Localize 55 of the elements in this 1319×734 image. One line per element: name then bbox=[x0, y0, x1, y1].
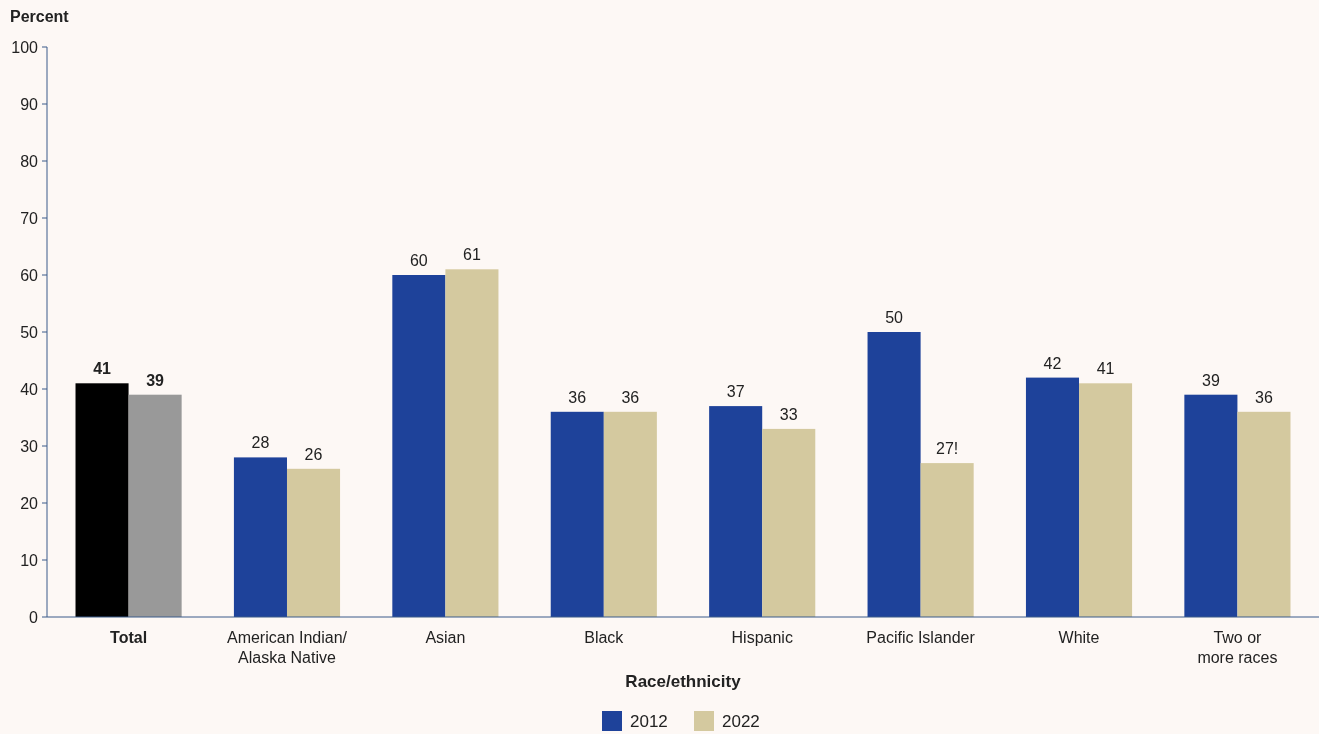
x-tick-label: White bbox=[1058, 629, 1100, 646]
bar bbox=[920, 463, 974, 617]
y-tick-label: 10 bbox=[20, 551, 39, 569]
y-tick-label: 100 bbox=[11, 38, 39, 56]
x-tick-label: American Indian/ Alaska Native bbox=[226, 629, 348, 666]
data-label: 60 bbox=[409, 252, 428, 269]
y-tick-label: 70 bbox=[20, 209, 39, 227]
data-label: 27! bbox=[936, 440, 959, 458]
legend-label: 2012 bbox=[630, 711, 668, 731]
bar bbox=[445, 269, 499, 617]
bar bbox=[392, 275, 446, 617]
y-tick-label: 80 bbox=[20, 152, 39, 170]
bar bbox=[1184, 394, 1238, 617]
bar bbox=[603, 411, 657, 617]
x-tick-label: Two or more races bbox=[1197, 629, 1278, 666]
bar bbox=[75, 383, 129, 617]
data-label: 33 bbox=[779, 405, 798, 423]
y-tick-label: 40 bbox=[20, 380, 39, 398]
y-axis-title: Percent bbox=[10, 8, 70, 25]
y-tick-label: 30 bbox=[20, 437, 39, 455]
data-label: 36 bbox=[621, 388, 640, 406]
bar bbox=[128, 394, 182, 617]
y-tick-label: 50 bbox=[20, 323, 39, 341]
data-label: 36 bbox=[568, 388, 587, 406]
y-tick-label: 20 bbox=[20, 494, 39, 512]
bar bbox=[550, 411, 604, 617]
bar bbox=[762, 428, 816, 617]
data-label: 42 bbox=[1043, 354, 1062, 372]
bar bbox=[1237, 411, 1291, 617]
bar bbox=[286, 468, 341, 617]
x-tick-label: Pacific Islander bbox=[866, 629, 976, 646]
data-label: 28 bbox=[251, 434, 270, 452]
data-label: 41 bbox=[1096, 360, 1115, 378]
x-tick-label: Total bbox=[110, 629, 148, 646]
bar bbox=[709, 406, 763, 617]
data-label: 50 bbox=[885, 309, 904, 326]
bar bbox=[1079, 383, 1133, 617]
y-tick-label: 0 bbox=[29, 608, 39, 626]
x-tick-label: Hispanic bbox=[731, 629, 793, 646]
data-label: 39 bbox=[146, 371, 165, 389]
data-label: 36 bbox=[1255, 388, 1273, 406]
x-axis-title: Race/ethnicity bbox=[625, 672, 742, 691]
legend-label: 2022 bbox=[722, 711, 760, 731]
y-tick-label: 60 bbox=[20, 266, 39, 284]
bar bbox=[867, 332, 921, 617]
data-label: 39 bbox=[1201, 371, 1220, 389]
data-label: 26 bbox=[304, 445, 323, 463]
x-tick-label: Black bbox=[584, 629, 625, 646]
bar bbox=[1025, 377, 1080, 617]
y-tick-label: 90 bbox=[20, 95, 39, 113]
data-label: 41 bbox=[93, 360, 112, 378]
data-label: 37 bbox=[726, 383, 745, 401]
data-label: 61 bbox=[463, 246, 481, 264]
x-tick-label: Asian bbox=[425, 629, 466, 646]
bar bbox=[233, 457, 287, 617]
